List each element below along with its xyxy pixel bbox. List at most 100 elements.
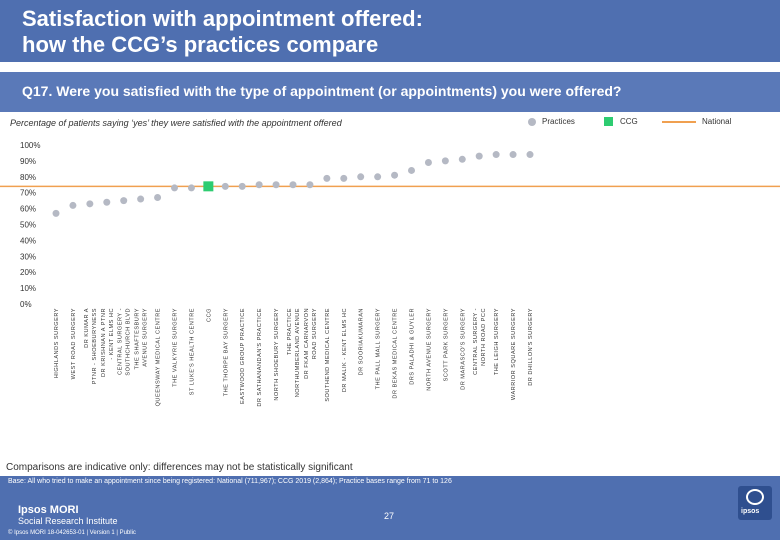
category-label: WEST ROAD SURGERY [71,308,77,379]
logo-line-2: Social Research Institute [18,516,118,526]
category-label: DR KRISHNAN A PTNR [101,308,107,377]
category-label: - KENT ELMS HC [109,308,115,360]
title-line-1: Satisfaction with appointment offered: [22,6,423,31]
practice-point [69,201,77,209]
y-tick-label: 30% [20,252,36,261]
category-label: EASTWOOD GROUP PRACTICE [240,308,246,404]
legend-national-line [662,121,696,123]
practice-point [306,181,314,189]
category-label: DR MARASCO'S SURGERY [460,308,466,390]
ccg-marker [203,181,214,192]
category-label: THE THORPE BAY SURGERY [223,308,229,396]
legend-ccg-marker [604,117,613,126]
category-label: PTNR - SHOEBURYNESS [92,308,98,384]
practice-point [509,151,517,159]
ipsos-badge-icon: ipsos [738,486,772,520]
copyright-text: © Ipsos MORI 18-042653-01 | Version 1 | … [8,530,136,536]
question-text: Q17. Were you satisfied with the type of… [22,83,622,99]
category-label: NORTH SHOEBURY SURGERY [274,308,280,401]
practice-point [238,182,246,190]
category-label: ST LUKE'S HEALTH CENTRE [189,308,195,395]
category-label: DR SATHANANDAN'S PRACTICE [257,308,263,407]
title-line-2: how the CCG’s practices compare [22,32,379,57]
practice-point [103,198,111,206]
category-label: SOUTHEND MEDICAL CENTRE [325,308,331,402]
category-label: THE VALKYRIE SURGERY [173,308,179,387]
base-note: Base: All who tried to make an appointme… [8,478,452,485]
category-label: THE LEIGH SURGERY [494,308,500,375]
legend-practices-marker [528,118,536,126]
question-bar: Q17. Were you satisfied with the type of… [0,72,780,112]
practice-point [323,174,331,182]
legend-ccg-label: CCG [620,117,638,126]
category-label: DR FKAM CARNARVON [304,308,310,379]
practice-point [492,151,500,159]
category-label: WARRIOR SQUARE SURGERY [511,308,517,400]
category-label: HIGHLANDS SURGERY [54,308,60,378]
header-bar: Satisfaction with appointment offered: h… [0,0,780,62]
practice-point [221,182,229,190]
y-tick-label: 90% [20,157,36,166]
logo-line-1: Ipsos MORI [18,504,79,516]
y-tick-label: 0% [20,300,32,309]
legend-national-label: National [702,117,732,126]
satisfaction-chart: 100% 90% 80% 70% 60% 50% 40% 30% 20% 10% 0% HIGHLAN… [0,141,780,407]
category-label: THE PRACTICE [287,308,293,355]
category-label: CCG [206,308,212,322]
category-label: AVENUE SURGERY [143,308,149,367]
practice-point [86,200,94,208]
category-label: QUEENSWAY MEDICAL CENTRE [156,308,162,406]
category-label: DR KUMAR A [84,308,90,348]
chart-legend: Practices CCG National [528,117,773,129]
y-tick-label: 20% [20,268,36,277]
category-label: DR BEKAS MEDICAL CENTRE [393,308,399,399]
y-tick-label: 40% [20,236,36,245]
category-label: NORTH ROAD PCC [481,308,487,366]
practice-point [526,151,534,159]
practice-point [340,174,348,182]
footer-bar: Base: All who tried to make an appointme… [0,476,780,540]
practice-point [255,181,263,189]
y-tick-label: 80% [20,173,36,182]
y-tick-label: 70% [20,189,36,198]
practice-point [120,197,128,205]
badge-text: ipsos [741,508,760,515]
comparisons-note: Comparisons are indicative only: differe… [6,462,353,473]
category-label: CENTRAL SURGERY - [118,308,124,375]
category-label: SOUTHCHURCH BLVD [126,308,132,376]
practice-point [137,195,145,203]
practice-point [187,184,195,192]
legend-practices-label: Practices [542,117,575,126]
badge-circle-icon [746,489,764,505]
practice-point [458,155,466,163]
y-tick-label: 100% [20,141,40,150]
category-label: DR MALIK - KENT ELMS HC [342,308,348,392]
category-label: DR DHILLON'S SURGERY [528,308,534,386]
practice-point [374,173,382,181]
practice-point [441,157,449,165]
practice-point [357,173,365,181]
y-tick-label: 10% [20,284,36,293]
practice-point [52,209,60,217]
practice-point [408,166,415,174]
page-number: 27 [384,511,395,521]
category-label: CENTRAL SURGERY - [473,308,479,375]
category-label: DRS PALADHI & GUYLER [410,308,416,385]
category-label: SCOTT PARK SURGERY [443,308,449,381]
y-tick-label: 50% [20,221,36,230]
category-label: THE PALL MALL SURGERY [376,308,382,389]
chart-subtitle: Percentage of patients saying ‘yes’ they… [10,118,342,128]
practice-point [289,181,297,189]
practice-point [171,184,178,192]
practice-point [391,171,399,179]
category-label: ROAD SURGERY [312,308,318,359]
y-tick-label: 60% [20,205,36,214]
practice-point [475,152,483,160]
practice-point [154,193,162,201]
page-title: Satisfaction with appointment offered: h… [22,6,423,58]
practice-point [272,181,280,189]
category-label: THE SHAFTESBURY [135,308,141,369]
ipsos-mori-logo: Ipsos MORI Social Research Institute [18,504,118,526]
practice-point [424,158,432,166]
category-label: DR SOORIAKUMARAN [359,308,365,375]
